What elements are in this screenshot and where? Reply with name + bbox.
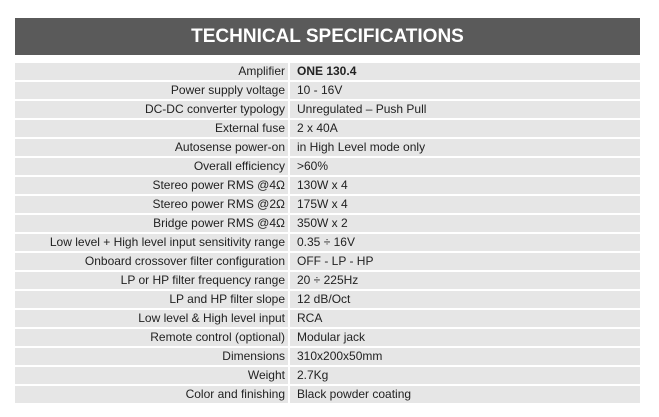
spec-label: Low level & High level input (15, 310, 288, 327)
table-row: Remote control (optional) Modular jack (15, 329, 640, 346)
spec-label: Bridge power RMS @4Ω (15, 215, 288, 232)
table-row: Color and finishing Black powder coating (15, 386, 640, 403)
spec-value: 12 dB/Oct (290, 291, 640, 308)
spec-label: Onboard crossover filter configuration (15, 253, 288, 270)
table-row: Overall efficiency >60% (15, 158, 640, 175)
spec-value: 130W x 4 (290, 177, 640, 194)
spec-value: 175W x 4 (290, 196, 640, 213)
spec-table: Amplifier ONE 130.4 Power supply voltage 10… (15, 63, 640, 405)
spec-label: LP or HP filter frequency range (15, 272, 288, 289)
spec-label: Autosense power-on (15, 139, 288, 156)
spec-label: Amplifier (15, 63, 288, 80)
spec-label: Low level + High level input sensitivity… (15, 234, 288, 251)
table-row: Weight 2.7Kg (15, 367, 640, 384)
table-row: Dimensions 310x200x50mm (15, 348, 640, 365)
spec-value: >60% (290, 158, 640, 175)
spec-value: Modular jack (290, 329, 640, 346)
spec-label: Color and finishing (15, 386, 288, 403)
table-row: External fuse 2 x 40A (15, 120, 640, 137)
spec-value: 2.7Kg (290, 367, 640, 384)
spec-value: 10 - 16V (290, 82, 640, 99)
spec-label: Stereo power RMS @2Ω (15, 196, 288, 213)
spec-value: 2 x 40A (290, 120, 640, 137)
table-row: DC-DC converter typology Unregulated – Pu… (15, 101, 640, 118)
spec-value: RCA (290, 310, 640, 327)
table-row: Stereo power RMS @2Ω 175W x 4 (15, 196, 640, 213)
spec-value: ONE 130.4 (290, 63, 640, 80)
spec-value: 310x200x50mm (290, 348, 640, 365)
spec-value: in High Level mode only (290, 139, 640, 156)
spec-label: Stereo power RMS @4Ω (15, 177, 288, 194)
spec-label: Remote control (optional) (15, 329, 288, 346)
table-row: Bridge power RMS @4Ω 350W x 2 (15, 215, 640, 232)
spec-value: Unregulated – Push Pull (290, 101, 640, 118)
header-title: TECHNICAL SPECIFICATIONS (15, 18, 640, 55)
spec-value: 350W x 2 (290, 215, 640, 232)
spec-value: Black powder coating (290, 386, 640, 403)
spec-value: OFF - LP - HP (290, 253, 640, 270)
spec-label: Power supply voltage (15, 82, 288, 99)
spec-value: 20 ÷ 225Hz (290, 272, 640, 289)
spec-value: 0.35 ÷ 16V (290, 234, 640, 251)
table-row: Power supply voltage 10 - 16V (15, 82, 640, 99)
spec-label: DC-DC converter typology (15, 101, 288, 118)
table-row: Low level + High level input sensitivity… (15, 234, 640, 251)
spec-label: Overall efficiency (15, 158, 288, 175)
spec-label: Weight (15, 367, 288, 384)
spec-label: Dimensions (15, 348, 288, 365)
table-row: LP and HP filter slope 12 dB/Oct (15, 291, 640, 308)
table-row: Onboard crossover filter configuration OF… (15, 253, 640, 270)
table-row: Low level & High level input RCA (15, 310, 640, 327)
spec-label: LP and HP filter slope (15, 291, 288, 308)
table-row: LP or HP filter frequency range 20 ÷ 225H… (15, 272, 640, 289)
spec-label: External fuse (15, 120, 288, 137)
table-row: Autosense power-on in High Level mode onl… (15, 139, 640, 156)
table-row: Amplifier ONE 130.4 (15, 63, 640, 80)
table-row: Stereo power RMS @4Ω 130W x 4 (15, 177, 640, 194)
